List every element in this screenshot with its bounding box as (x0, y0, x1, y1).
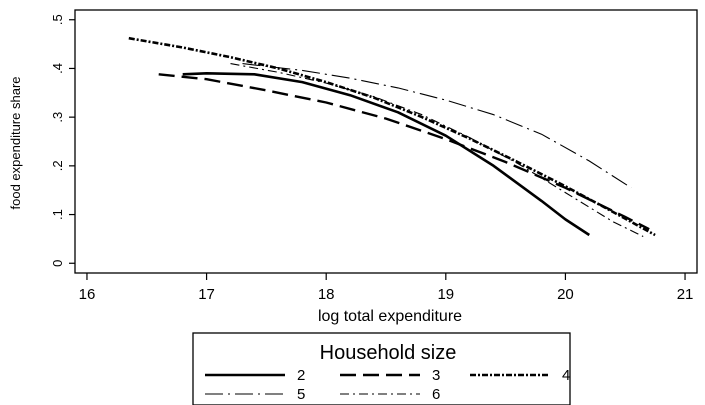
y-tick-label: .4 (50, 63, 65, 74)
legend-items: 2 3 4 5 6 (205, 367, 570, 403)
y-tick-label: .3 (50, 112, 65, 123)
series-line-3 (158, 73, 650, 231)
x-tick-label: 17 (198, 286, 215, 303)
legend-label-3: 3 (432, 367, 440, 384)
series-line-4 (128, 36, 656, 237)
series-lines (128, 36, 656, 237)
series-line-5 (242, 63, 632, 189)
legend-title: Household size (320, 342, 457, 364)
x-tick-label: 18 (318, 286, 335, 303)
legend-box (192, 332, 571, 405)
y-axis: 0 .1 .2 .3 .4 .5 (50, 14, 75, 267)
x-axis: 16 17 18 19 20 21 (79, 273, 694, 303)
y-tick-label: 0 (50, 260, 65, 267)
series-line-6 (230, 63, 644, 237)
x-tick-label: 16 (79, 286, 96, 303)
legend: Household size 2 3 4 5 6 (192, 332, 571, 405)
y-tick-label: .2 (50, 160, 65, 171)
x-tick-label: 20 (557, 286, 574, 303)
series-line-2 (182, 72, 591, 237)
legend-label-5: 5 (297, 386, 305, 403)
y-tick-label: .1 (50, 209, 65, 220)
legend-label-6: 6 (432, 386, 440, 403)
x-axis-label: log total expenditure (318, 308, 462, 325)
x-tick-label: 19 (437, 286, 454, 303)
y-tick-label: .5 (50, 14, 65, 25)
plot-frame (74, 9, 698, 274)
legend-label-4: 4 (562, 367, 570, 384)
x-tick-label: 21 (677, 286, 694, 303)
legend-label-2: 2 (297, 367, 305, 384)
y-axis-label: food expenditure share (8, 77, 23, 210)
